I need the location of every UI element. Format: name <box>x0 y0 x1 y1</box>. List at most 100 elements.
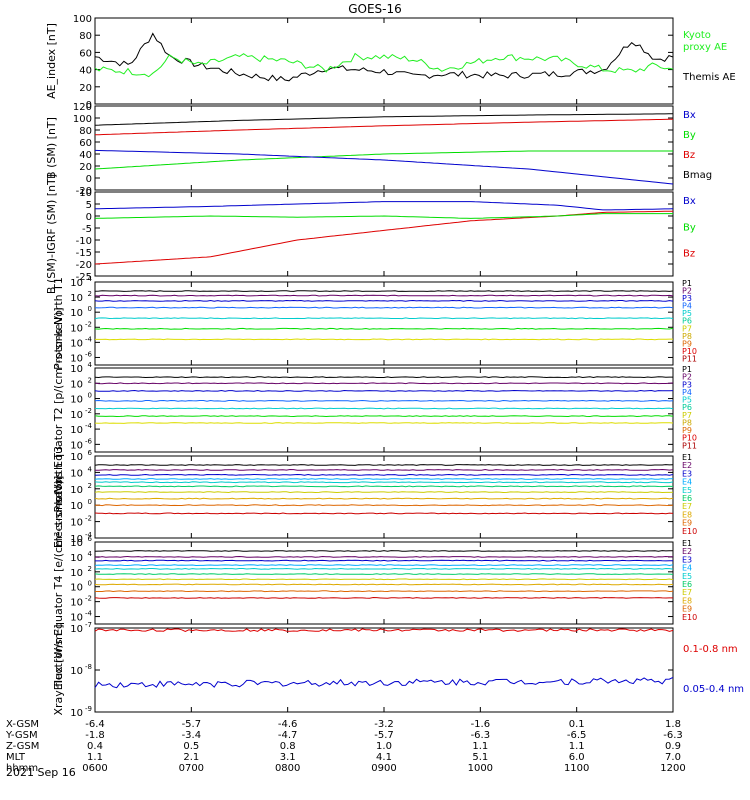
x-axis-row-label: hhmm <box>6 763 38 774</box>
x-axis-value: -6.3 <box>471 730 491 741</box>
y-tick-label: 10 <box>70 708 83 719</box>
series-line-bx <box>94 201 674 211</box>
y-tick-label: 10 <box>70 538 83 549</box>
y-tick-label: 0 <box>86 174 92 185</box>
y-axis-label: AE_index [nT] <box>45 23 58 99</box>
y-tick-label: 20 <box>79 162 92 173</box>
x-axis-value: 0600 <box>82 763 107 774</box>
series-line-e3 <box>95 559 674 562</box>
series-line-e2 <box>94 468 674 471</box>
series-line-e7 <box>94 491 674 494</box>
y-tick-label: 10 <box>70 410 83 421</box>
legend-entry: E5 <box>682 486 692 495</box>
series-line-0-1-0-8-nm <box>94 628 674 632</box>
y-tick-exponent: -4 <box>85 335 93 343</box>
y-tick-exponent: 6 <box>88 449 93 457</box>
y-tick-exponent: 4 <box>88 465 93 473</box>
legend-entry: E3 <box>682 469 692 478</box>
legend-entry: 0.05-0.4 nm <box>683 684 744 695</box>
x-axis-value: 0800 <box>275 763 300 774</box>
series-line-bz <box>94 210 674 265</box>
x-axis-value: -3.2 <box>374 719 394 730</box>
panel-frame <box>94 17 674 105</box>
x-axis-value: 0.8 <box>280 741 296 752</box>
legend-entry: E8 <box>682 510 692 519</box>
legend-entry: E4 <box>682 478 692 487</box>
legend-entry: E2 <box>682 547 692 556</box>
y-tick-label: 10 <box>70 308 83 319</box>
series-line-p1 <box>94 376 673 379</box>
y-tick-exponent: -4 <box>85 610 93 618</box>
legend-entry: E4 <box>682 564 692 573</box>
x-axis-value: 7.0 <box>665 752 681 763</box>
y-tick-label: -20 <box>76 260 92 271</box>
y-tick-label: 40 <box>79 150 92 161</box>
x-axis-value: 0.4 <box>87 741 103 752</box>
x-axis-value: -3.4 <box>182 730 202 741</box>
panel-frame <box>94 455 674 539</box>
legend-entry: P6 <box>682 317 692 326</box>
x-axis-value: -5.7 <box>374 730 394 741</box>
series-line-e5 <box>94 481 674 484</box>
legend-entry: E9 <box>682 605 692 614</box>
y-tick-label: 10 <box>70 293 83 304</box>
legend-entry: P3 <box>682 294 692 303</box>
legend-entry: P7 <box>682 411 692 420</box>
legend-entry: Bz <box>683 150 695 161</box>
y-tick-label: 80 <box>79 31 92 42</box>
legend-entry: P10 <box>682 347 697 356</box>
y-tick-label: 100 <box>73 114 92 125</box>
y-tick-label: 10 <box>70 583 83 594</box>
legend-entry: E10 <box>682 613 697 622</box>
y-tick-label: 5 <box>86 200 92 211</box>
x-axis-value: 1.0 <box>376 741 392 752</box>
y-axis-label: B (SM)-IGRF (SM) [nT] <box>45 174 58 294</box>
y-tick-label: 10 <box>70 624 83 635</box>
legend-entry: P2 <box>682 287 692 296</box>
series-line-p5 <box>94 407 674 410</box>
panel-frame <box>94 367 674 453</box>
series-line-p3 <box>94 299 674 302</box>
y-tick-exponent: -2 <box>85 320 92 328</box>
series-line-e7 <box>94 578 674 581</box>
y-axis-label: Electrons Equator T4 [e/(cm²-s-sr-keV)] <box>52 476 65 691</box>
y-tick-label: 10 <box>70 338 83 349</box>
y-axis-label: Protons Equator T2 [p/(cm²-s-sr-keV)] <box>52 307 65 512</box>
legend-entry: P5 <box>682 309 692 318</box>
y-tick-exponent: 4 <box>88 275 93 283</box>
y-tick-label: 10 <box>70 425 83 436</box>
legend-entry: Bmag <box>683 170 712 181</box>
series-line-0-05-0-4-nm <box>94 676 674 689</box>
x-axis-value: 5.1 <box>472 752 488 763</box>
y-tick-label: 60 <box>79 48 92 59</box>
y-tick-exponent: -2 <box>85 595 92 603</box>
chart-title: GOES-16 <box>348 2 402 16</box>
y-axis-label: Protons North T1 <box>52 277 65 370</box>
series-line-p4 <box>94 306 674 309</box>
legend-entry: By <box>683 222 696 233</box>
series-line-e3 <box>94 473 674 476</box>
legend-entry: P5 <box>682 396 692 405</box>
panel-frame <box>94 191 674 277</box>
y-tick-label: -15 <box>76 248 92 259</box>
panel-frame <box>94 105 674 191</box>
legend-entry: 0.1-0.8 nm <box>683 644 738 655</box>
legend-entry: E1 <box>682 453 692 462</box>
series-line-themis-ae <box>94 32 674 82</box>
y-axis-label: Xray flux [W/m²] <box>52 624 65 715</box>
x-axis-value: 0700 <box>179 763 204 774</box>
series-line-p2 <box>94 382 674 385</box>
x-axis-value: -5.7 <box>182 719 202 730</box>
y-tick-label: 0 <box>86 212 92 223</box>
y-tick-label: -10 <box>76 236 92 247</box>
series-line-p7 <box>94 422 674 424</box>
legend-entry: P1 <box>682 365 692 374</box>
legend-entry: E7 <box>682 588 692 597</box>
panel-frame <box>94 627 674 713</box>
legend-entry: P8 <box>682 418 692 427</box>
series-line-by <box>94 150 673 170</box>
x-axis-value: 1.1 <box>569 741 585 752</box>
